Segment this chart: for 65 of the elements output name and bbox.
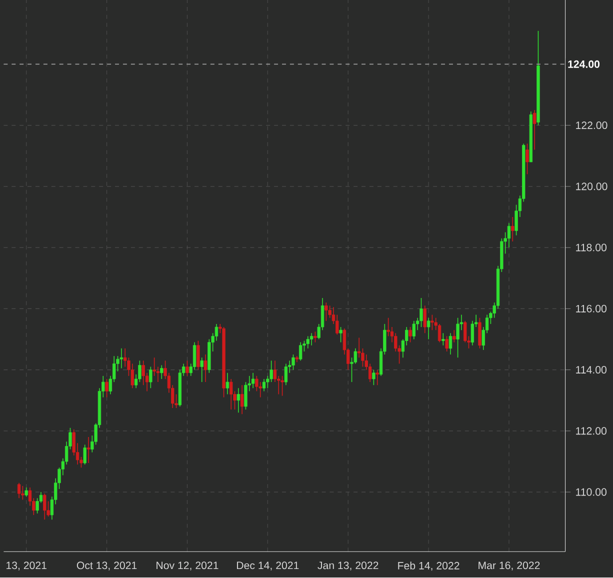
x-tick-label: Nov 12, 2021 bbox=[156, 562, 218, 571]
candlestick bbox=[226, 372, 230, 395]
candlestick bbox=[43, 493, 46, 520]
y-tick-label: 122.00 bbox=[576, 122, 608, 130]
candlestick bbox=[445, 336, 448, 352]
candlestick bbox=[196, 340, 200, 370]
candlestick bbox=[298, 342, 302, 362]
x-tick-label: Mar 16, 2022 bbox=[478, 562, 540, 571]
y-tick-label: 120.00 bbox=[576, 182, 608, 190]
candlestick bbox=[186, 360, 189, 377]
x-tick-label: Oct 13, 2021 bbox=[76, 562, 137, 571]
candlestick bbox=[423, 305, 426, 334]
candlestick bbox=[324, 302, 328, 322]
candlestick bbox=[24, 487, 28, 498]
candlestick bbox=[28, 487, 32, 506]
candlestick bbox=[452, 330, 456, 343]
candlestick bbox=[526, 143, 529, 175]
x-tick-label: Jan 13, 2022 bbox=[318, 562, 378, 571]
candlestick bbox=[240, 384, 244, 415]
candlestick bbox=[251, 372, 255, 389]
y-tick-label: 118.00 bbox=[576, 244, 607, 252]
candlestick bbox=[214, 324, 218, 342]
candlestick bbox=[426, 318, 430, 340]
candlestick bbox=[204, 354, 208, 383]
candlestick bbox=[284, 364, 288, 386]
candlestick bbox=[280, 376, 284, 396]
candlestick bbox=[236, 388, 240, 414]
candlestick bbox=[262, 378, 266, 392]
candlestick bbox=[314, 331, 317, 343]
candlestick bbox=[105, 378, 108, 398]
candlestick bbox=[83, 444, 86, 466]
candlestick bbox=[478, 318, 482, 350]
candlestick bbox=[456, 318, 460, 358]
candlestick bbox=[310, 332, 314, 346]
candlestick bbox=[86, 436, 90, 464]
candlestick bbox=[156, 366, 160, 383]
candlestick bbox=[160, 365, 164, 380]
y-tick-label: 114.00 bbox=[576, 366, 607, 374]
candlestick bbox=[306, 336, 310, 350]
candlestick bbox=[21, 486, 24, 500]
candlestick bbox=[230, 378, 233, 410]
candlestick bbox=[532, 110, 536, 150]
candlestick bbox=[339, 326, 342, 343]
candlestick bbox=[120, 348, 124, 369]
y-tick-label: 110.00 bbox=[576, 488, 607, 496]
ref-line-label: 124.00 bbox=[568, 60, 600, 68]
candlestick bbox=[17, 482, 21, 499]
candlestick bbox=[292, 354, 295, 370]
candlestick bbox=[408, 326, 412, 343]
x-tick-label: Feb 14, 2022 bbox=[398, 562, 460, 571]
y-tick-label: 116.00 bbox=[576, 305, 607, 313]
candlestick bbox=[412, 320, 416, 340]
candlestick bbox=[372, 370, 376, 386]
y-tick-label: 112.00 bbox=[576, 427, 607, 435]
x-tick-label: 13, 2021 bbox=[6, 562, 46, 571]
candlestick bbox=[200, 357, 204, 383]
candlestick bbox=[430, 314, 434, 331]
candlestick bbox=[149, 366, 152, 389]
candlestick bbox=[448, 332, 452, 356]
candlestick bbox=[507, 222, 511, 248]
candlestick bbox=[511, 216, 514, 242]
candlestick bbox=[420, 298, 423, 328]
candlestick bbox=[442, 332, 445, 346]
x-tick-label: Dec 14, 2021 bbox=[237, 562, 299, 571]
candlestick bbox=[376, 370, 379, 386]
